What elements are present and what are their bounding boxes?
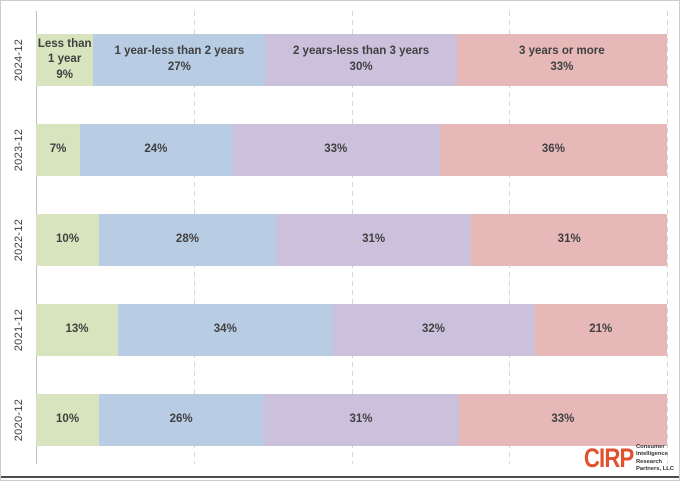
segment-value-label: 27% [167, 61, 191, 73]
bar-segment: 7% [36, 124, 81, 176]
bar-rows: Less than 1 year 9% 1 year-less than 2 year… [36, 34, 668, 484]
bar-row-2024-12: Less than 1 year 9% 1 year-less than 2 year… [36, 34, 667, 124]
segment-value-label: 33% [550, 61, 574, 73]
segment-value-label: 24% [144, 143, 168, 156]
bar-row-2023-12: 7% 24% 33% 36% [36, 124, 667, 214]
segment-value-label: 10% [56, 413, 80, 426]
bottom-rule [1, 476, 679, 478]
bar-segment: Less than 1 year 9% [36, 34, 94, 86]
bar-segment: 33% [458, 394, 667, 446]
cirp-logo-tagline: Consumer Intelligence Research Partners, LL… [636, 444, 674, 473]
bar-segment: 34% [118, 304, 333, 356]
plot-area: Less than 1 year 9% 1 year-less than 2 year… [36, 11, 668, 464]
category-label-2020-12: 2020-12 [13, 398, 26, 442]
segment-series-label: 1 year-less than 2 years [114, 45, 245, 58]
bar-track: 13% 34% 32% 21% [36, 304, 668, 356]
category-label-2024-12: 2024-12 [13, 38, 26, 82]
bar-segment: 28% [99, 214, 276, 266]
bar-segment: 24% [80, 124, 232, 176]
segment-value-label: 26% [169, 413, 193, 426]
segment-value-label: 7% [49, 143, 67, 156]
tagline-line: Research [635, 458, 663, 465]
segment-value-label: 21% [589, 323, 613, 336]
bar-segment: 31% [263, 394, 459, 446]
segment-value-label: 34% [213, 323, 237, 336]
bar-segment: 10% [36, 214, 100, 266]
bar-track: 7% 24% 33% 36% [36, 124, 667, 176]
segment-value-label: 31% [557, 233, 581, 246]
bar-row-2022-12: 10% 28% 31% 31% [36, 214, 667, 304]
segment-value-label: 36% [541, 143, 565, 156]
bar-segment: 2 years-less than 3 years 30% [265, 34, 457, 86]
bar-track: 10% 26% 31% 33% [36, 394, 667, 446]
cirp-logo-text: CIRP [584, 443, 634, 474]
segment-value-label: 33% [551, 413, 575, 426]
tagline-line: Partners, LLC [635, 465, 674, 472]
tagline-line: Intelligence [635, 451, 668, 458]
bar-segment: 26% [99, 394, 264, 446]
segment-series-label: 2 years-less than 3 years [292, 45, 430, 58]
bar-row-2020-12: 10% 26% 31% 33% [36, 394, 667, 484]
bar-segment: 31% [471, 214, 667, 266]
segment-value-label: 32% [422, 323, 446, 336]
bar-segment: 1 year-less than 2 years 27% [93, 34, 266, 86]
bar-segment: 31% [275, 214, 472, 266]
segment-value-label: 10% [56, 233, 80, 246]
category-label-2022-12: 2022-12 [13, 218, 26, 262]
bar-row-2021-12: 13% 34% 32% 21% [36, 304, 668, 394]
segment-value-label: 9% [56, 68, 73, 81]
category-label-2021-12: 2021-12 [13, 308, 26, 352]
segment-value-label: 30% [349, 61, 373, 73]
segment-series-label: Less than [37, 37, 92, 50]
category-label-2023-12: 2023-12 [13, 128, 26, 172]
cirp-logo: CIRP Consumer Intelligence Research Partner… [573, 444, 674, 473]
segment-series-label: 1 year [48, 53, 82, 66]
bar-segment: 36% [439, 124, 667, 176]
segment-value-label: 33% [324, 143, 348, 156]
bar-segment: 21% [534, 304, 668, 356]
segment-value-label: 28% [175, 233, 199, 246]
tagline-line: Consumer [635, 444, 665, 451]
segment-value-label: 13% [65, 323, 89, 336]
bar-segment: 10% [36, 394, 100, 446]
bar-segment: 13% [36, 304, 119, 356]
bar-track: 10% 28% 31% 31% [36, 214, 667, 266]
segment-value-label: 31% [349, 413, 373, 426]
segment-value-label: 31% [362, 233, 386, 246]
gridline-100 [667, 11, 668, 464]
bar-segment: 32% [332, 304, 535, 356]
segment-series-label: 3 years or more [519, 45, 605, 58]
bar-track: Less than 1 year 9% 1 year-less than 2 year… [36, 34, 667, 86]
bar-segment: 33% [231, 124, 440, 176]
bar-segment: 3 years or more 33% [456, 34, 667, 86]
